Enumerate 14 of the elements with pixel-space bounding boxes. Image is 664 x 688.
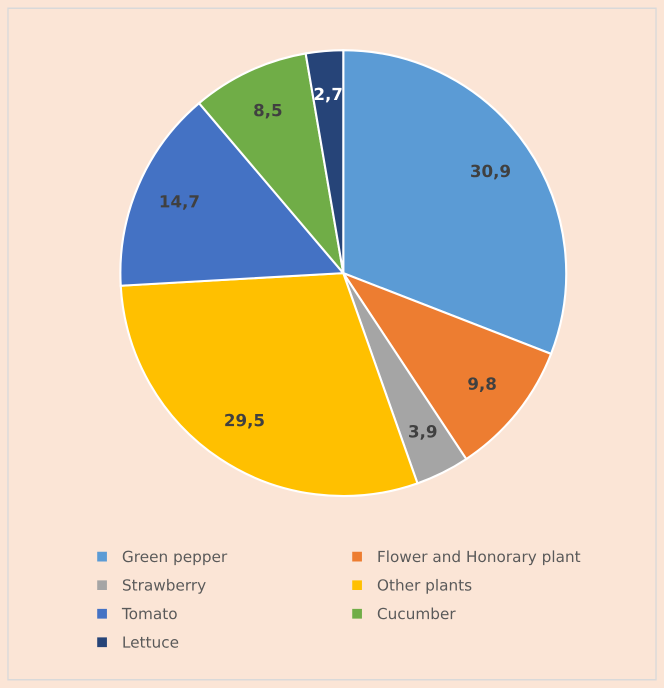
legend-label: Lettuce (123, 636, 178, 648)
data-label: 8,5 (254, 104, 282, 119)
data-label: 3,9 (409, 425, 436, 440)
legend-label: Tomato (122, 608, 177, 620)
data-label: 9,8 (468, 377, 496, 392)
data-label: 2,7 (314, 88, 342, 102)
data-label: 29,5 (225, 414, 264, 429)
legend-label: Flower and Honorary plant (378, 550, 580, 566)
legend-label: Other plants (378, 578, 472, 594)
legend-label: Green pepper (122, 550, 228, 566)
legend-label: Strawberry (122, 578, 206, 594)
data-label: 30,9 (471, 164, 510, 180)
legend-label: Cucumber (378, 607, 456, 620)
data-label: 14,7 (160, 195, 199, 210)
